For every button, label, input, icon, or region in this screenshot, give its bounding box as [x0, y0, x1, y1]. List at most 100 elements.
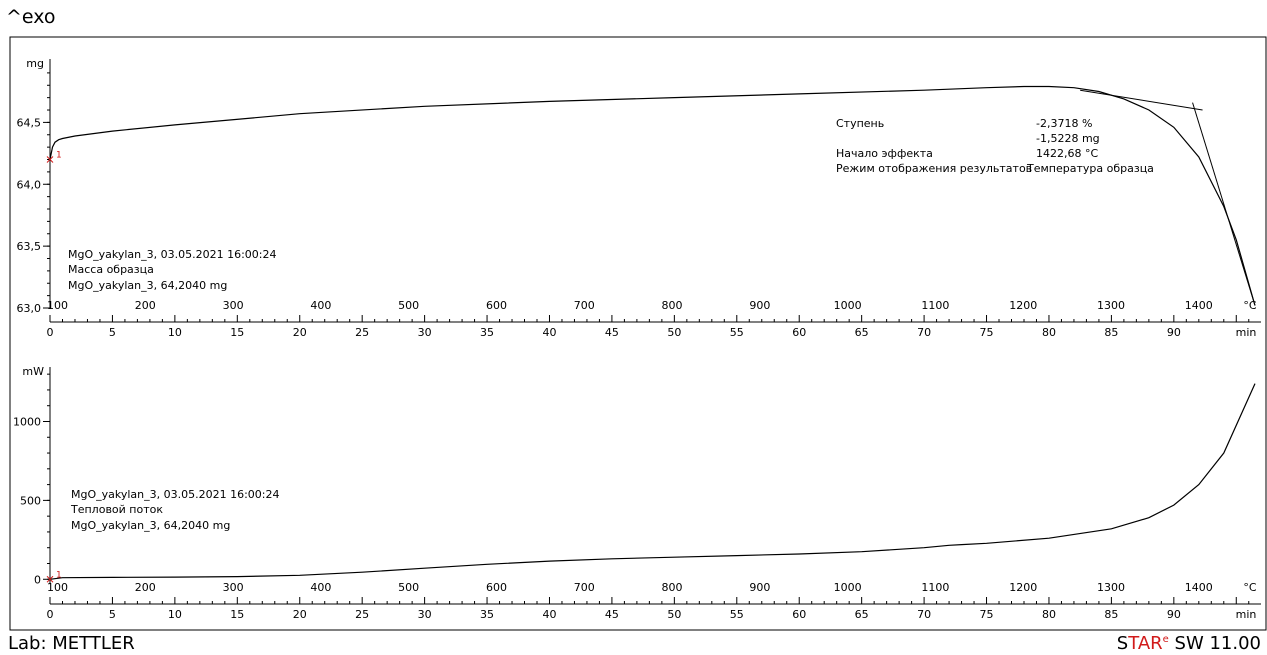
temperature-tick-label: 1200 [1009, 299, 1037, 312]
temperature-tick-label: 1400 [1185, 299, 1213, 312]
time-tick-label: 30 [418, 326, 432, 339]
tga-info-line-2: Масса образца [68, 263, 154, 276]
time-unit-label: min [1236, 608, 1257, 621]
lab-label: Lab: METTLER [8, 633, 135, 654]
temperature-tick-label: 1400 [1185, 581, 1213, 594]
time-tick-label: 45 [605, 608, 619, 621]
software-star-e: e [1162, 634, 1169, 645]
temperature-tick-label: 1300 [1097, 299, 1125, 312]
onset-value: 1422,68 °C [1036, 147, 1098, 160]
temperature-tick-label: 200 [135, 581, 156, 594]
time-tick-label: 50 [667, 326, 681, 339]
time-tick-label: 35 [480, 326, 494, 339]
software-star-s: S [1116, 633, 1129, 654]
time-tick-label: 40 [542, 608, 556, 621]
data-curve [49, 383, 1256, 580]
time-tick-label: 55 [730, 608, 744, 621]
dsc-info-block: MgO_yakylan_3, 03.05.2021 16:00:24 Тепло… [70, 488, 280, 532]
temperature-tick-label: 600 [486, 299, 507, 312]
display-mode-label: Режим отображения результатов [836, 162, 1032, 175]
time-tick-label: 70 [917, 608, 931, 621]
time-tick-label: 80 [1042, 326, 1056, 339]
temperature-tick-label: 800 [662, 299, 683, 312]
y-axis-unit-label: mW [22, 365, 44, 378]
time-tick-label: 0 [47, 326, 54, 339]
exo-direction-label: ^exo [6, 6, 56, 28]
time-tick-label: 90 [1167, 608, 1181, 621]
temperature-tick-label: 200 [135, 299, 156, 312]
start-marker-label: 1 [56, 151, 62, 161]
step-value-percent: -2,3718 % [1036, 117, 1092, 130]
time-tick-label: 40 [542, 326, 556, 339]
time-tick-label: 85 [1104, 608, 1118, 621]
temperature-tick-label: 900 [749, 299, 770, 312]
dsc-info-line-1: MgO_yakylan_3, 03.05.2021 16:00:24 [71, 488, 280, 501]
time-tick-label: 5 [109, 608, 116, 621]
time-tick-label: 30 [418, 608, 432, 621]
time-tick-label: 25 [355, 608, 369, 621]
display-mode-value: Температура образца [1026, 162, 1154, 175]
time-tick-label: 20 [293, 326, 307, 339]
y-tick-label: 64,0 [17, 178, 42, 191]
time-tick-label: 0 [47, 608, 54, 621]
temperature-tick-label: 1100 [921, 299, 949, 312]
temperature-tick-label: 700 [574, 299, 595, 312]
time-tick-label: 5 [109, 326, 116, 339]
start-marker [46, 156, 54, 163]
time-tick-label: 15 [230, 326, 244, 339]
temperature-tick-label: 400 [310, 581, 331, 594]
tangent-line [1080, 89, 1203, 111]
tga-step-annotation: Ступень -2,3718 % -1,5228 mg Начало эффе… [836, 117, 1154, 175]
start-marker-label: 1 [56, 570, 62, 580]
time-tick-label: 60 [792, 326, 806, 339]
time-tick-label: 60 [792, 608, 806, 621]
onset-label: Начало эффекта [836, 147, 933, 160]
temperature-tick-label: 100 [47, 581, 68, 594]
software-version: SW 11.00 [1168, 633, 1261, 654]
temperature-tick-label: 900 [749, 581, 770, 594]
temperature-tick-label: 500 [398, 299, 419, 312]
temperature-tick-label: 1100 [921, 581, 949, 594]
time-tick-label: 10 [168, 326, 182, 339]
time-tick-label: 65 [855, 326, 869, 339]
time-tick-label: 75 [980, 326, 994, 339]
start-marker [46, 575, 54, 583]
software-star-tar: TAR [1128, 633, 1163, 654]
temperature-tick-label: 500 [398, 581, 419, 594]
time-tick-label: 50 [667, 608, 681, 621]
y-tick-label: 0 [34, 573, 41, 586]
time-tick-label: 10 [168, 608, 182, 621]
data-curve [49, 85, 1256, 306]
temperature-tick-label: 1200 [1009, 581, 1037, 594]
temperature-tick-label: 1000 [834, 581, 862, 594]
temperature-tick-label: 300 [223, 581, 244, 594]
y-tick-label: 1000 [13, 415, 41, 428]
y-tick-label: 63,5 [17, 240, 42, 253]
tga-info-block: MgO_yakylan_3, 03.05.2021 16:00:24 Масса… [68, 248, 277, 292]
temperature-tick-label: 400 [310, 299, 331, 312]
time-tick-label: 55 [730, 326, 744, 339]
time-tick-label: 85 [1104, 326, 1118, 339]
software-label: STARe SW 11.00 [1117, 633, 1261, 654]
time-tick-label: 20 [293, 608, 307, 621]
temperature-tick-label: 1300 [1097, 581, 1125, 594]
temperature-unit-label: °C [1243, 581, 1257, 594]
dsc-info-line-3: MgO_yakylan_3, 64,2040 mg [71, 519, 230, 532]
step-value-mg: -1,5228 mg [1036, 132, 1100, 145]
y-tick-label: 500 [20, 494, 41, 507]
time-tick-label: 90 [1167, 326, 1181, 339]
step-label: Ступень [836, 117, 884, 130]
time-unit-label: min [1236, 326, 1257, 339]
temperature-tick-label: 300 [223, 299, 244, 312]
chart-frame [9, 36, 1267, 631]
tangent-line [1192, 102, 1256, 306]
time-tick-label: 70 [917, 326, 931, 339]
temperature-tick-label: 1000 [834, 299, 862, 312]
temperature-tick-label: 700 [574, 581, 595, 594]
time-tick-label: 65 [855, 608, 869, 621]
y-tick-label: 64,5 [17, 116, 42, 129]
temperature-tick-label: 600 [486, 581, 507, 594]
